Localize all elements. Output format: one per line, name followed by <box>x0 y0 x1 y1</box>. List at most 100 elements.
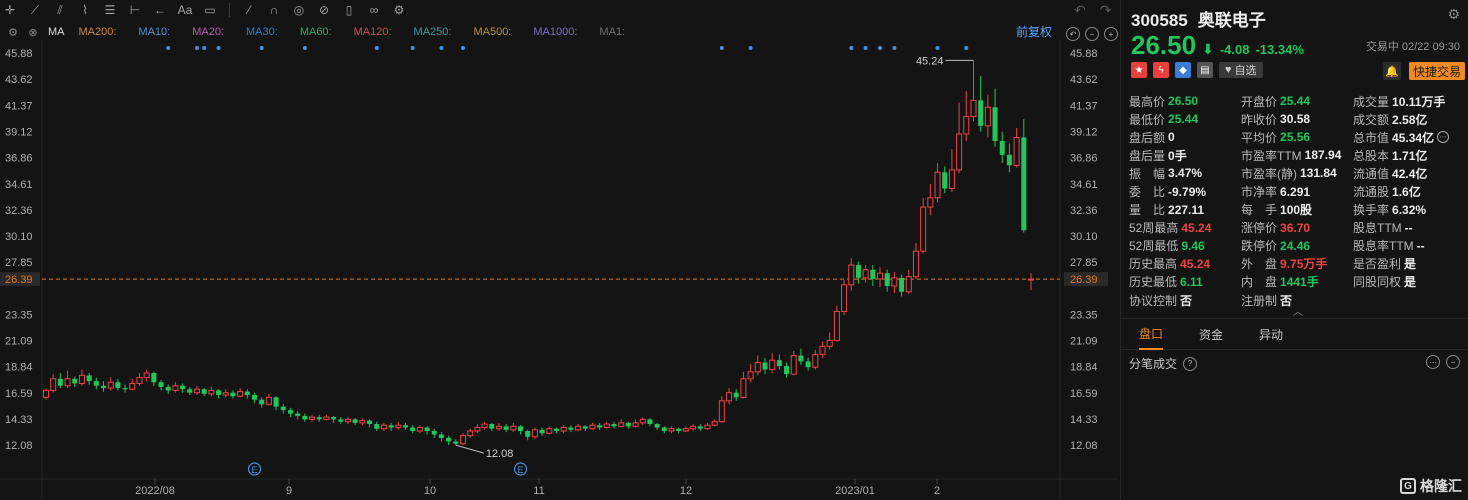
adjust-mode-button[interactable]: 前复权 <box>1015 25 1052 39</box>
candle-body <box>259 399 265 405</box>
stat-label: 换手率 <box>1353 203 1390 218</box>
stat-value: -9.79% <box>1168 184 1207 199</box>
event-dot <box>892 46 897 50</box>
link-icon[interactable]: ∞ <box>369 3 379 17</box>
chart-zoom-controls: ↶ − + <box>1066 27 1118 41</box>
event-dot <box>216 46 221 50</box>
collapse-icon[interactable]: ︿ <box>1293 307 1303 318</box>
zoom-in-icon[interactable]: + <box>1104 27 1118 41</box>
ma-legend-item[interactable]: MA30: <box>246 26 278 38</box>
ma-indicator-tag[interactable]: MA <box>48 26 65 38</box>
event-dot <box>410 46 415 50</box>
wave-icon[interactable]: ⌇ <box>82 3 88 17</box>
candle-body <box>216 390 222 396</box>
stock-header: 300585 奥联电子 <box>1131 6 1266 31</box>
document-icon[interactable]: ▤ <box>1197 62 1213 78</box>
settings-icon[interactable]: ⚙ <box>393 3 405 17</box>
ma-settings-icon[interactable]: ⚙ <box>8 26 18 39</box>
collapse-panel-icon[interactable]: − <box>1446 355 1460 369</box>
gear-icon[interactable]: ⚙ <box>1447 6 1460 22</box>
tab-2[interactable]: 异动 <box>1259 327 1284 342</box>
fib-icon[interactable]: ☰ <box>104 3 116 17</box>
note-icon[interactable]: ▭ <box>204 3 216 17</box>
stat-label: 外 盘 <box>1241 257 1278 272</box>
tab-0[interactable]: 盘口 <box>1139 318 1164 350</box>
text-tool[interactable]: Aa <box>177 3 193 17</box>
crosshair-icon[interactable]: ✛ <box>4 3 16 17</box>
tab-1[interactable]: 资金 <box>1199 327 1224 342</box>
candle-body <box>280 406 286 411</box>
more-icon[interactable]: ⋯ <box>1426 355 1440 369</box>
candle-body <box>172 385 179 391</box>
level2-icon[interactable]: ϟ <box>1153 62 1169 78</box>
more-stats-icon[interactable]: ⋯ <box>1437 131 1450 144</box>
stat-label: 内 盘 <box>1241 275 1278 290</box>
stat-cell: 每 手 100股 <box>1241 201 1353 219</box>
y-tick-label-left: 41.37 <box>5 100 33 112</box>
low-annotation-label: 12.08 <box>486 448 514 460</box>
candle-body <box>72 378 78 384</box>
stat-value: 否 <box>1280 293 1293 308</box>
candle-body <box>122 388 128 390</box>
ma-legend-item[interactable]: MA20: <box>192 26 225 38</box>
stat-cell: 流通值 42.4亿 <box>1353 164 1465 182</box>
candle-body <box>682 428 689 432</box>
back-icon[interactable]: ↶ <box>1066 27 1080 41</box>
cn-flag-icon[interactable]: ★ <box>1131 62 1147 78</box>
ma-legend-item[interactable]: MA10: <box>138 26 171 38</box>
channel-icon[interactable]: ⫽ <box>57 2 63 17</box>
ma-legend-item[interactable]: MA500: <box>473 26 512 38</box>
candle-body <box>115 382 121 389</box>
candle-body <box>575 425 582 431</box>
line-icon[interactable]: ⟋ <box>30 2 40 17</box>
redo-icon[interactable]: ↷ <box>1099 2 1112 18</box>
kline-chart[interactable]: 45.88 45.88 43.62 43.62 41.37 41.37 39.12 39.12… <box>0 40 1118 500</box>
ma-close-icon[interactable]: ⊗ <box>28 26 38 39</box>
candle-body <box>338 419 344 422</box>
candle-body <box>776 360 782 367</box>
candle-body <box>654 424 660 428</box>
candle-body <box>790 355 797 375</box>
ma-legend-item[interactable]: MA120: <box>353 26 392 38</box>
eye-icon[interactable]: ◎ <box>293 3 305 17</box>
candle-body <box>165 386 171 391</box>
undo-icon[interactable]: ↶ <box>1074 2 1086 18</box>
arrow-icon[interactable]: ← <box>154 3 166 17</box>
x-tick-label: 10 <box>424 485 436 497</box>
candle-body <box>582 426 588 429</box>
zoom-out-icon[interactable]: − <box>1085 27 1099 41</box>
y-tick-label-left: 12.08 <box>5 440 33 452</box>
ma-legend-item[interactable]: MA1: <box>599 26 626 38</box>
y-tick-label-left: 32.36 <box>5 205 33 217</box>
pen-icon[interactable]: ⁄ <box>247 3 250 17</box>
add-watchlist-button[interactable]: ♥ 自选 <box>1219 62 1263 78</box>
tag-icon[interactable]: ◆ <box>1175 62 1191 78</box>
ma-legend-item[interactable]: MA60: <box>299 26 332 38</box>
y-tick-label-right: 43.62 <box>1070 74 1098 86</box>
event-dot <box>964 46 969 50</box>
event-dot <box>259 46 264 50</box>
stats-row: 盘后额 0 平均价 25.56 总市值 45.34亿 ⋯ <box>1129 128 1465 146</box>
ma-legend-item[interactable]: MA250: <box>413 26 452 38</box>
quick-trade-button[interactable]: 快捷交易 <box>1409 62 1466 80</box>
stat-cell: 市净率 6.291 <box>1241 182 1353 200</box>
bell-icon[interactable]: 🔔 <box>1383 62 1401 80</box>
kline-chart-svg[interactable]: 45.88 45.88 43.62 43.62 41.37 41.37 39.12 39.12… <box>0 40 1118 500</box>
price-row: 26.50 ⬇ -4.08 -13.34% <box>1131 30 1304 61</box>
info-icon[interactable]: ? <box>1183 356 1198 371</box>
magnet-icon[interactable]: ∩ <box>269 3 279 17</box>
candle-body <box>597 425 603 428</box>
candle-body <box>208 389 215 395</box>
candle-body <box>187 389 193 393</box>
ma-legend-item[interactable]: MA1000: <box>533 26 578 38</box>
hide-icon[interactable]: ⊘ <box>318 3 330 17</box>
stat-value: 26.50 <box>1168 94 1199 109</box>
candle-body <box>459 435 467 445</box>
trash-icon[interactable]: ▯ <box>345 3 353 17</box>
measure-icon[interactable]: ⊢ <box>129 3 141 17</box>
ma-legend-item[interactable]: MA200: <box>78 26 117 38</box>
y-tick-label-left: 39.12 <box>5 126 33 138</box>
stat-cell: 股息TTM -- <box>1353 219 1465 237</box>
stat-label: 昨收价 <box>1241 112 1278 127</box>
candle-body <box>747 371 754 380</box>
